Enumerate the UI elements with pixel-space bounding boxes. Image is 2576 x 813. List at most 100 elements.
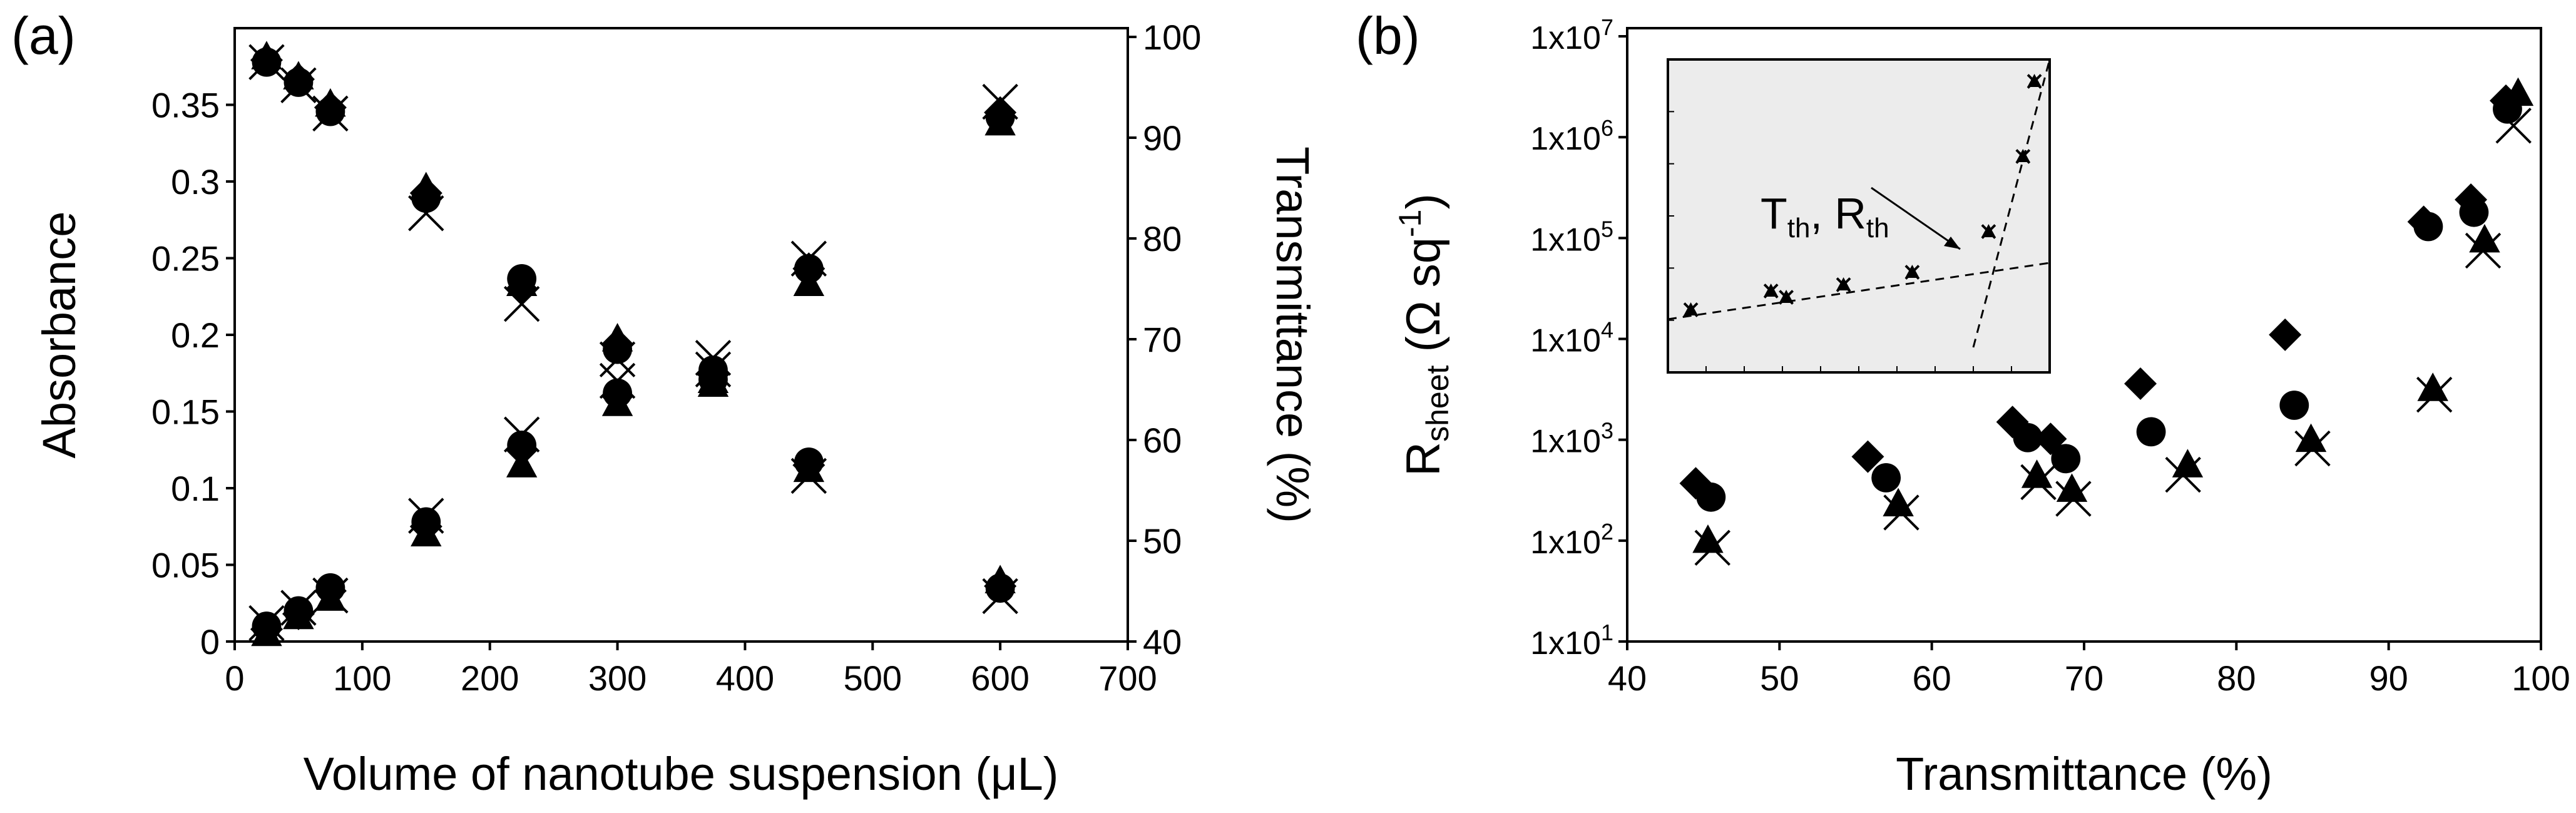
point-triangle-right [984,565,1016,593]
x-tick-label: 70 [2065,658,2103,698]
point-triangle [2056,473,2088,502]
point-cross-left [408,498,444,534]
inset-point-cross [1904,265,1920,280]
inset-annotation-arrowhead [1944,237,1960,249]
point-triangle-left [283,600,314,630]
point-triangle [2469,223,2500,253]
inset-annotation-label: Tth, Rth [1761,189,1889,243]
inset-data-points [1683,74,2042,317]
y-tick-label: 0.35 [151,86,220,125]
inset-point-cross [2027,74,2042,89]
y-tick-label: 0.1 [171,469,220,508]
point-triangle-right [697,368,729,397]
y-tick-label: 0.15 [151,392,220,432]
point-triangle-right [251,41,282,69]
point-triangle [1692,524,1724,553]
panel-b-axes: 40 50 60 70 80 90 100 1x101 1x102 1x103 1x104 1x105… [1530,14,2570,698]
y-tick-label: 1x105 [1530,216,1613,258]
x-tick-label: 40 [1608,658,1647,698]
panel-b-label: (b) [1356,6,1420,65]
x-tick-label: 100 [2512,658,2570,698]
y2-tick-label: 80 [1143,219,1182,258]
x-tick-label: 100 [333,658,391,698]
point-triangle [2502,77,2534,106]
point-triangle [2172,449,2204,478]
point-diamond [2124,367,2157,401]
point-triangle-right [315,88,346,117]
panel-a-label: (a) [11,6,76,65]
point-triangle-right [506,267,538,296]
y2-tick-label: 100 [1143,18,1201,57]
point-circle [2051,444,2081,474]
y-tick-label: 0.05 [151,546,220,585]
y-tick-label: 1x106 [1530,115,1613,157]
point-triangle-right [793,267,825,296]
point-triangle-left [315,582,346,611]
point-triangle [2417,372,2448,401]
point-circle [2136,417,2166,447]
point-diamond [1851,440,1884,473]
x-tick-label: 0 [225,658,244,698]
point-circle [2013,422,2043,453]
point-circle [2279,391,2309,420]
point-circle [1871,463,1901,493]
point-triangle-left [793,453,825,483]
inset-point-cross [2015,149,2031,164]
y-tick-label: 0 [200,622,220,662]
x-tick-label: 500 [844,658,902,698]
y2-tick-label: 50 [1143,521,1182,561]
x-tick-label: 50 [1760,658,1799,698]
point-cross-right [408,195,444,232]
point-cross-left [503,416,540,453]
point-triangle-left [601,387,633,416]
point-triangle-left [251,617,282,647]
panel-a-chart: (a) 0 100 200 300 400 500 600 700 0 0.05 0.1 0.15 0.… [11,6,1319,800]
x-tick-label: 60 [1913,658,1951,698]
inset-point-cross [1981,224,1996,239]
point-circle [2459,197,2489,227]
point-triangle-left [984,106,1016,136]
panel-b-data-points [1679,77,2534,566]
x-tick-label: 200 [461,658,519,698]
point-cross-right [790,240,827,277]
inset-dashed-fit-line [1972,59,2051,348]
x-tick-label: 90 [2369,658,2408,698]
y-tick-label: 0.3 [171,162,220,202]
x-tick-label: 400 [716,658,774,698]
point-triangle [1883,488,1914,517]
panel-b-y-axis-title: Rsheet (Ω sq-1) [1393,193,1455,476]
inset-dashed-fit-line [1667,262,2050,320]
point-diamond [2269,318,2302,351]
inset-frame [1667,58,2051,374]
point-triangle-left [506,449,538,478]
point-triangle-right [411,171,442,200]
point-circle-left [507,431,537,460]
inset-point-cross [1836,277,1851,292]
point-cross-left [982,83,1018,120]
point-triangle [2021,459,2053,488]
point-triangle [2295,423,2327,453]
point-cross [2495,108,2532,144]
point-triangle-left [411,518,442,546]
point-triangle-right [283,61,314,89]
panel-b-inset: Tth, Rth [1667,58,2051,374]
inset-fit-lines [1667,59,2051,348]
point-circle [1696,482,1726,512]
x-tick-label: 700 [1098,658,1157,698]
panel-a-left-y-axis-title: Absorbance [33,212,85,459]
panel-a-right-y-axis-title: Transmittance (%) [1267,146,1319,523]
inset-annotation-arrow [1871,187,1961,250]
y2-tick-label: 90 [1143,118,1182,158]
point-triangle-right [601,323,633,352]
y-tick-label: 1x102 [1530,519,1613,561]
y-tick-label: 0.2 [171,315,220,355]
x-tick-label: 300 [588,658,647,698]
panel-b-chart: (b) 40 50 60 70 80 90 100 1x101 1x102 1x103 1x104 1… [1356,6,2570,800]
panel-b-x-axis-title: Transmittance (%) [1896,748,2272,800]
y2-tick-label: 40 [1143,622,1182,662]
point-circle [2413,212,2443,242]
inset-point-cross [1763,284,1779,299]
point-cross-left [695,340,732,376]
y2-tick-label: 70 [1143,320,1182,359]
